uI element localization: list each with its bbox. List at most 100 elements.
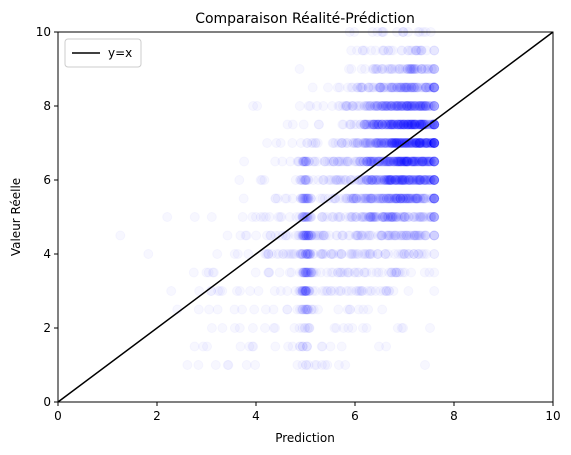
- scatter-point: [266, 231, 275, 240]
- scatter-point: [251, 268, 260, 277]
- scatter-point: [298, 324, 307, 333]
- scatter-point: [230, 324, 239, 333]
- scatter-point: [304, 102, 313, 111]
- scatter-point: [304, 194, 313, 203]
- scatter-point: [383, 231, 392, 240]
- scatter-point: [392, 102, 401, 111]
- plot-area: [57, 31, 554, 403]
- scatter-point: [400, 213, 409, 222]
- scatter-point: [430, 83, 439, 92]
- y-axis-label: Valeur Réelle: [9, 178, 23, 256]
- legend-box: [64, 38, 142, 68]
- scatter-point: [116, 231, 125, 240]
- scatter-point: [388, 139, 397, 148]
- scatter-point: [424, 102, 433, 111]
- scatter-point: [314, 120, 323, 129]
- scatter-point: [291, 176, 300, 185]
- scatter-point: [334, 305, 343, 314]
- scatter-point: [370, 213, 379, 222]
- scatter-point: [341, 361, 350, 370]
- scatter-point: [358, 287, 367, 296]
- scatter-point: [239, 194, 248, 203]
- scatter-point: [189, 268, 198, 277]
- scatter-point: [248, 324, 257, 333]
- scatter-point: [374, 120, 383, 129]
- scatter-point: [194, 361, 203, 370]
- scatter-point: [410, 213, 419, 222]
- scatter-point: [316, 250, 325, 259]
- x-tick-label: 0: [54, 409, 62, 423]
- scatter-point: [327, 268, 336, 277]
- scatter-point: [285, 268, 294, 277]
- x-tick-label: 4: [252, 409, 260, 423]
- scatter-point: [167, 287, 176, 296]
- chart-title: Comparaison Réalité-Prédiction: [195, 11, 415, 27]
- scatter-point: [246, 287, 255, 296]
- scatter-point: [270, 287, 279, 296]
- scatter-point: [285, 213, 294, 222]
- scatter-point: [417, 65, 426, 74]
- scatter-point: [376, 176, 385, 185]
- scatter-point: [271, 194, 280, 203]
- scatter-point: [235, 176, 244, 185]
- scatter-point: [412, 83, 421, 92]
- scatter-point: [276, 139, 285, 148]
- scatter-point: [313, 139, 322, 148]
- scatter-point: [233, 287, 242, 296]
- scatter-point: [242, 361, 251, 370]
- scatter-point: [359, 324, 368, 333]
- scatter-point: [338, 120, 347, 129]
- scatter-point: [366, 139, 375, 148]
- scatter-point: [362, 157, 371, 166]
- scatter-point: [319, 102, 328, 111]
- scatter-point: [408, 65, 417, 74]
- scatter-point: [260, 176, 269, 185]
- scatter-point: [252, 231, 261, 240]
- scatter-point: [271, 324, 280, 333]
- scatter-point: [421, 83, 430, 92]
- scatter-point: [382, 342, 391, 351]
- scatter-point: [211, 361, 220, 370]
- y-tick-label: 10: [36, 25, 51, 39]
- scatter-point: [183, 361, 192, 370]
- scatter-point: [295, 102, 304, 111]
- scatter-point: [328, 213, 337, 222]
- scatter-point: [302, 268, 311, 277]
- scatter-point: [283, 305, 292, 314]
- scatter-point: [397, 324, 406, 333]
- scatter-point: [213, 250, 222, 259]
- y-tick-label: 8: [43, 99, 51, 113]
- y-tick-label: 6: [43, 173, 51, 187]
- scatter-point: [430, 250, 439, 259]
- scatter-point: [304, 157, 313, 166]
- scatter-point: [240, 157, 249, 166]
- scatter-point: [218, 324, 227, 333]
- scatter-point: [421, 361, 430, 370]
- scatter-point: [253, 102, 262, 111]
- scatter-point: [321, 361, 330, 370]
- y-tick-label: 4: [43, 247, 51, 261]
- scatter-point: [387, 268, 396, 277]
- scatter-point: [275, 268, 284, 277]
- scatter-point: [393, 194, 402, 203]
- scatter-point: [242, 231, 251, 240]
- scatter-point: [250, 305, 259, 314]
- scatter-point: [430, 194, 439, 203]
- scatter-point: [343, 83, 352, 92]
- scatter-point: [302, 361, 311, 370]
- scatter-point: [205, 305, 214, 314]
- scatter-point: [356, 120, 365, 129]
- scatter-point: [251, 361, 260, 370]
- scatter-point: [312, 361, 321, 370]
- scatter-point: [223, 231, 232, 240]
- scatter-point: [343, 157, 352, 166]
- scatter-point: [314, 176, 323, 185]
- scatter-point: [339, 324, 348, 333]
- scatter-point: [366, 194, 375, 203]
- scatter-point: [378, 305, 387, 314]
- scatter-point: [347, 65, 356, 74]
- scatter-point: [326, 342, 335, 351]
- scatter-point: [321, 157, 330, 166]
- scatter-point: [298, 342, 307, 351]
- scatter-point: [406, 120, 415, 129]
